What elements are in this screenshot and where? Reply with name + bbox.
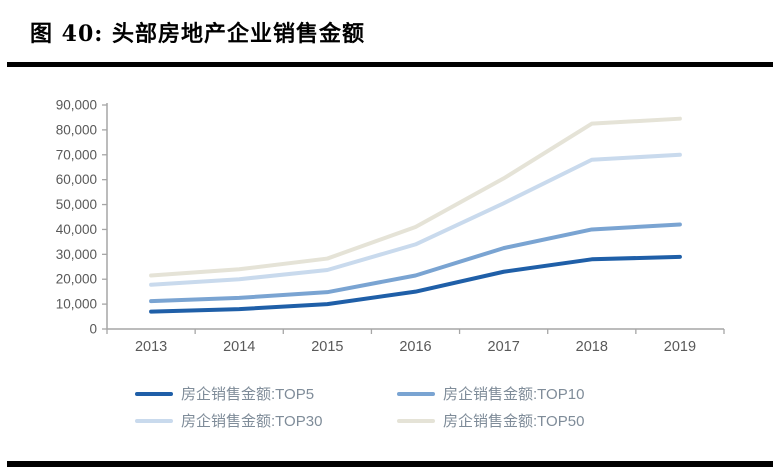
chart-canvas: 0 10,000 20,000 30,000 40,000 50,000 60,000 70,…	[56, 98, 725, 355]
legend-swatch-top50	[397, 418, 435, 423]
legend-swatch-top10	[397, 391, 435, 396]
y-tick-label: 40,000	[56, 222, 97, 237]
legend-item-top30: 房企销售金额:TOP30	[135, 410, 383, 431]
x-tick-label: 2015	[311, 339, 343, 355]
x-tick-label: 2013	[135, 339, 167, 355]
x-tick-label: 2017	[488, 339, 520, 355]
y-tick-label: 90,000	[56, 98, 97, 113]
series-line-top5	[149, 254, 682, 314]
legend-item-top50: 房企销售金额:TOP50	[397, 410, 645, 431]
x-tick-label: 2016	[399, 339, 431, 355]
y-tick-label: 20,000	[56, 272, 97, 287]
x-tick-label: 2014	[223, 339, 255, 355]
x-tick-label: 2018	[576, 339, 608, 355]
series-line-top50	[149, 116, 682, 278]
legend-label-top10: 房企销售金额:TOP10	[443, 386, 585, 403]
title-underline-rule	[7, 62, 773, 67]
legend-label-top5: 房企销售金额:TOP5	[181, 386, 315, 403]
y-tick-label: 60,000	[56, 172, 97, 187]
y-tick-label: 70,000	[56, 147, 97, 162]
y-tick-label: 30,000	[56, 247, 97, 262]
y-tick-label: 10,000	[56, 297, 97, 312]
legend-swatch-top5	[135, 391, 173, 396]
figure-bottom-rule	[7, 461, 773, 467]
legend-label-top30: 房企销售金额:TOP30	[181, 413, 323, 430]
chart-legend: 房企销售金额:TOP5 房企销售金额:TOP10 房企销售金额:TOP30 房企…	[120, 383, 660, 431]
legend-item-top5: 房企销售金额:TOP5	[135, 383, 383, 404]
legend-item-top10: 房企销售金额:TOP10	[397, 383, 645, 404]
series-line-top30	[149, 152, 682, 287]
series-line-top10	[149, 222, 682, 304]
figure-title: 图 40: 头部房地产企业销售金额	[30, 21, 366, 47]
y-tick-label: 0	[89, 322, 97, 337]
y-tick-label: 50,000	[56, 197, 97, 212]
line-chart: 0 10,000 20,000 30,000 40,000 50,000 60,000 70,…	[30, 90, 740, 375]
legend-label-top50: 房企销售金额:TOP50	[443, 413, 585, 430]
y-tick-label: 80,000	[56, 122, 97, 137]
x-tick-label: 2019	[664, 339, 696, 355]
legend-swatch-top30	[135, 418, 173, 423]
